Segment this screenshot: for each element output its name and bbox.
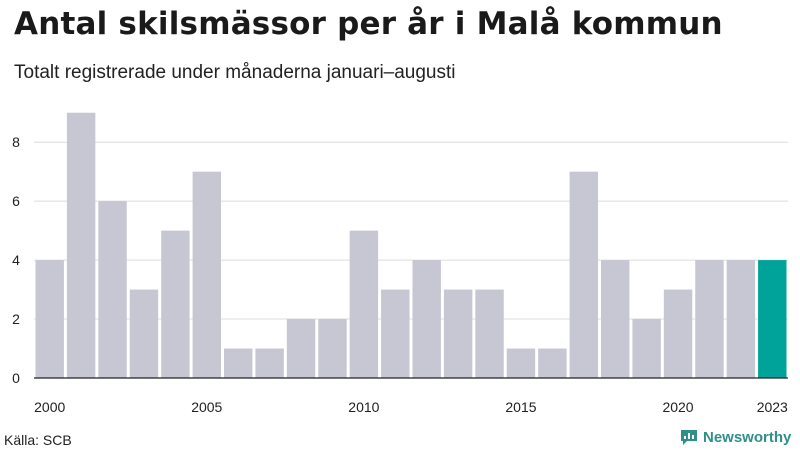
- x-tick-label-2020: 2020: [662, 399, 693, 415]
- x-tick-label-2005: 2005: [191, 399, 222, 415]
- bar-2009: [318, 319, 347, 378]
- x-tick-label-2010: 2010: [348, 399, 379, 415]
- bar-2018: [601, 260, 630, 378]
- y-tick-label-6: 6: [12, 193, 20, 209]
- bar-2004: [161, 230, 190, 378]
- bar-2021: [695, 260, 724, 378]
- bar-2011: [381, 289, 410, 378]
- bar-2006: [224, 348, 253, 378]
- brand-logo: Newsworthy: [680, 428, 791, 446]
- bar-2014: [475, 289, 504, 378]
- y-tick-label-0: 0: [12, 370, 20, 386]
- chart-title: Antal skilsmässor per år i Malå kommun: [14, 6, 723, 42]
- x-tick-label-2000: 2000: [34, 399, 65, 415]
- brand-name: Newsworthy: [703, 428, 792, 446]
- y-tick-label-2: 2: [12, 311, 20, 327]
- bar-2023: [758, 260, 787, 378]
- bar-2007: [255, 348, 284, 378]
- bar-2015: [506, 348, 536, 378]
- bar-2010: [349, 230, 379, 378]
- bar-2000: [35, 260, 64, 378]
- x-tick-label-2015: 2015: [505, 399, 536, 415]
- bar-2020: [663, 289, 693, 378]
- y-tick-label-8: 8: [12, 134, 20, 150]
- chart-subtitle: Totalt registrerade under månaderna janu…: [14, 62, 456, 83]
- source-note: Källa: SCB: [4, 432, 72, 448]
- bar-2002: [98, 201, 127, 378]
- bar-2017: [569, 171, 598, 378]
- newsworthy-icon: [681, 430, 697, 445]
- bar-2016: [538, 348, 567, 378]
- bar-2012: [412, 260, 441, 378]
- bar-2003: [129, 289, 159, 378]
- bar-2022: [726, 260, 756, 378]
- bar-2001: [66, 112, 96, 378]
- x-tick-label-2023: 2023: [757, 399, 788, 415]
- bar-2008: [286, 319, 316, 378]
- bar-2013: [443, 289, 473, 378]
- bar-2019: [632, 319, 661, 378]
- bar-2005: [192, 171, 221, 378]
- y-tick-label-4: 4: [12, 252, 20, 268]
